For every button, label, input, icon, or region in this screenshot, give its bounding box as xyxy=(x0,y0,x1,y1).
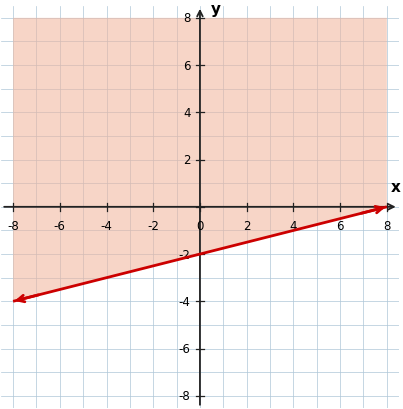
Text: -8: -8 xyxy=(179,389,191,402)
Text: 4: 4 xyxy=(183,107,191,119)
Text: 6: 6 xyxy=(183,59,191,72)
Text: y: y xyxy=(210,2,220,17)
Text: -8: -8 xyxy=(7,219,19,232)
Polygon shape xyxy=(13,19,387,301)
Text: 2: 2 xyxy=(243,219,250,232)
Text: -4: -4 xyxy=(179,295,191,308)
Text: -2: -2 xyxy=(147,219,159,232)
Text: 4: 4 xyxy=(290,219,297,232)
Text: 0: 0 xyxy=(196,219,204,232)
Text: -4: -4 xyxy=(101,219,112,232)
Text: -6: -6 xyxy=(54,219,66,232)
Text: 8: 8 xyxy=(383,219,391,232)
Text: 8: 8 xyxy=(183,12,191,25)
Text: x: x xyxy=(391,180,401,194)
Text: 2: 2 xyxy=(183,154,191,167)
Text: -2: -2 xyxy=(179,248,191,261)
Text: 6: 6 xyxy=(337,219,344,232)
Text: -6: -6 xyxy=(179,342,191,355)
